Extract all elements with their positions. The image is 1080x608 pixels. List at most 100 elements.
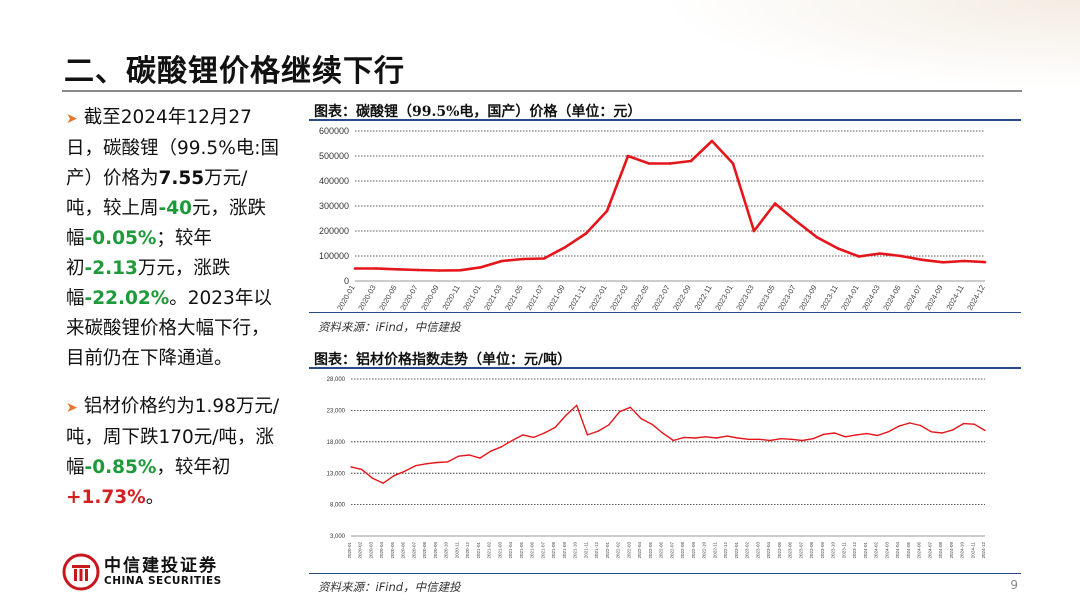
aluminum-chart-source: 资料来源：iFind，中信建投 — [318, 580, 461, 594]
data-point — [468, 454, 470, 456]
x-tick-label: 2020-06 — [401, 542, 406, 559]
bullet-arrow-icon: ➤ — [66, 400, 78, 416]
x-tick-label: 2022-01 — [587, 284, 609, 312]
data-point — [941, 260, 945, 264]
data-point — [605, 209, 609, 213]
data-point — [694, 437, 696, 439]
data-point — [857, 255, 861, 258]
x-tick-label: 2023-10 — [831, 542, 836, 559]
x-tick-label: 2024-12 — [965, 284, 987, 312]
x-tick-label: 2020-01 — [335, 284, 357, 312]
x-tick-label: 2023-08 — [809, 542, 814, 559]
data-point — [794, 219, 798, 223]
x-tick-label: 2021-04 — [508, 542, 513, 559]
x-tick-label: 2022-02 — [616, 542, 621, 559]
aluminum-index-chart: 3,000 8,000 13,000 18,000 23,000 28,000 2020-0… — [327, 377, 986, 559]
data-point — [350, 466, 352, 468]
x-tick-label: 2023-11 — [841, 542, 846, 559]
x-tick-label: 2024-07 — [927, 542, 932, 559]
series-line — [350, 404, 986, 484]
data-point — [815, 235, 819, 239]
x-tick-label: 2021-01 — [476, 542, 481, 559]
x-tick-label: 2021-06 — [530, 542, 535, 559]
bullet-text: 万元/吨，较上周 — [66, 168, 248, 219]
data-point — [752, 229, 756, 233]
lithium-chart-bottom-rule — [309, 312, 1021, 313]
y-tick-label: 23,000 — [327, 409, 346, 415]
data-point — [647, 162, 651, 165]
data-point — [715, 437, 718, 439]
data-point — [790, 438, 793, 440]
x-tick-label: 2021-08 — [551, 542, 556, 559]
data-point — [672, 439, 675, 442]
x-tick-label: 2020-04 — [379, 542, 384, 559]
data-point — [395, 267, 399, 271]
x-tick-label: 2020-10 — [444, 542, 449, 559]
x-tick-label: 2021-03 — [497, 542, 502, 559]
data-point — [878, 252, 882, 255]
bullet-text: 截至2024年12月27日，碳酸锂（99.5%电:国产）价格为 — [66, 107, 280, 189]
data-point — [458, 268, 462, 272]
x-tick-label: 2023-07 — [798, 542, 803, 559]
x-tick-label: 2021-01 — [461, 284, 483, 312]
data-point — [436, 461, 438, 464]
data-point — [962, 422, 965, 425]
x-tick-label: 2020-11 — [454, 542, 459, 559]
x-tick-label: 2022-05 — [648, 542, 653, 559]
x-tick-label: 2023-04 — [766, 542, 771, 559]
data-point — [542, 257, 546, 260]
data-point — [683, 436, 685, 439]
data-point — [780, 437, 782, 440]
data-point — [801, 439, 804, 442]
data-point — [773, 202, 777, 205]
data-point — [899, 254, 903, 258]
x-tick-label: 2022-01 — [605, 542, 610, 559]
x-tick-label: 2024-06 — [917, 542, 922, 559]
data-point — [855, 434, 857, 436]
x-tick-label: 2023-07 — [776, 284, 798, 312]
y-tick-label: 600000 — [319, 126, 349, 136]
x-tick-label: 2024-07 — [902, 284, 924, 312]
data-point — [565, 414, 567, 417]
data-point — [532, 436, 535, 439]
citic-logo-icon — [62, 553, 100, 591]
x-tick-label: 2024-01 — [863, 542, 868, 559]
data-point — [823, 433, 825, 435]
x-tick-label: 2024-03 — [884, 542, 889, 559]
x-tick-label: 2022-09 — [671, 284, 693, 312]
bullet-text: ，较年初 — [156, 457, 231, 478]
x-tick-label: 2022-11 — [712, 542, 717, 559]
data-point — [489, 450, 492, 452]
data-point — [608, 424, 610, 426]
bullet-aluminum: ➤ 铝材价格约为1.98万元/吨，周下跌170元/吨，涨幅-0.85%，较年初 +1… — [66, 392, 281, 513]
x-tick-label: 2024-03 — [860, 284, 882, 312]
data-point — [930, 431, 932, 433]
data-point — [689, 159, 693, 163]
data-point — [404, 470, 406, 473]
data-point — [640, 417, 642, 420]
x-tick-label: 2022-10 — [702, 542, 707, 559]
y-tick-label: 18,000 — [327, 440, 346, 446]
lithium-price-chart: 0 100000 200000 300000 400000 500000 600000 202… — [319, 126, 987, 312]
data-point — [479, 265, 483, 269]
x-tick-label: 2024-11 — [970, 542, 975, 559]
data-point — [836, 247, 840, 250]
data-point — [353, 267, 357, 270]
data-point — [952, 429, 954, 431]
data-point — [704, 436, 707, 438]
y-tick-label: 100000 — [319, 251, 349, 261]
x-tick-label: 2024-08 — [938, 542, 943, 559]
x-tick-label: 2021-07 — [540, 542, 545, 559]
data-point — [726, 435, 728, 437]
data-point — [769, 439, 771, 442]
x-tick-label: 2024-11 — [944, 284, 965, 312]
x-tick-label: 2022-04 — [637, 542, 642, 559]
x-tick-label: 2023-01 — [734, 542, 739, 559]
data-point — [909, 422, 911, 424]
data-point — [597, 430, 599, 432]
data-point — [500, 446, 503, 448]
weekly-change-pct: -0.05% — [84, 228, 157, 249]
data-point — [500, 259, 504, 263]
x-tick-label: 2022-03 — [626, 542, 631, 559]
x-tick-label: 2022-09 — [691, 542, 696, 559]
